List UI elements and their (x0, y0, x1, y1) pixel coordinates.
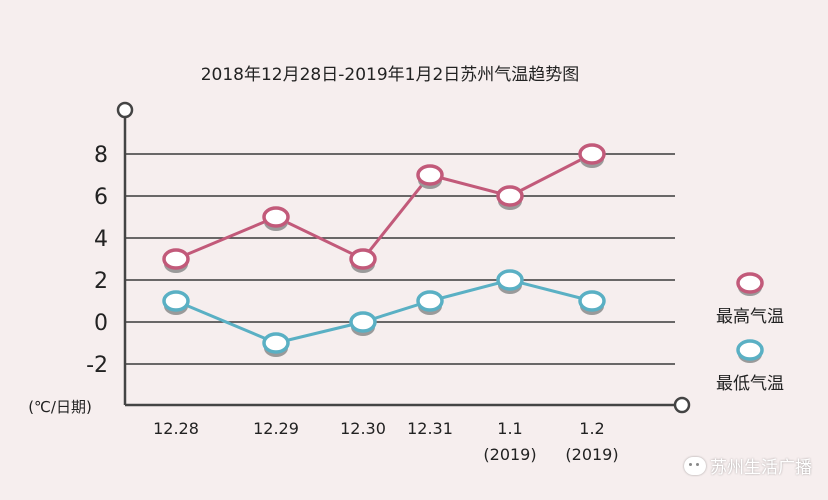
data-point (162, 248, 190, 270)
data-point (578, 290, 606, 312)
wechat-icon (684, 456, 706, 475)
y-tick-label: 4 (94, 227, 108, 252)
x-tick-label: 12.31 (407, 419, 453, 438)
legend-label: 最高气温 (716, 307, 784, 327)
series-line (175, 278, 593, 345)
series-line (175, 152, 593, 261)
watermark: 苏州生活广播 (684, 453, 812, 478)
x-tick-label: 12.29 (253, 419, 299, 438)
x-tick-sublabel: (2019) (565, 445, 618, 464)
x-axis-end-marker (673, 396, 691, 414)
y-tick-label: -2 (86, 353, 108, 378)
legend-marker (736, 339, 764, 361)
y-axis-end-marker (116, 101, 134, 119)
series-high (162, 143, 606, 273)
data-point (262, 206, 290, 228)
series (162, 143, 606, 357)
y-axis-label: (℃/日期) (28, 398, 92, 416)
y-tick-label: 2 (94, 269, 108, 294)
y-tick-label: 8 (94, 143, 108, 168)
chart-title: 2018年12月28日-2019年1月2日苏州气温趋势图 (201, 65, 580, 85)
x-tick-labels: 12.28 12.29 12.30 12.31 1.1 (2019) 1.2 (2019) (153, 419, 619, 464)
x-tick-label: 1.2 (579, 419, 604, 438)
x-tick-label: 12.28 (153, 419, 199, 438)
data-point (416, 164, 444, 186)
data-point (349, 311, 377, 333)
legend-label: 最低气温 (716, 374, 784, 394)
axes (116, 101, 691, 414)
data-point (162, 290, 190, 312)
data-point (262, 332, 290, 354)
legend-marker (736, 272, 764, 294)
data-point (496, 185, 524, 207)
data-point (416, 290, 444, 312)
watermark-text: 苏州生活广播 (710, 458, 812, 478)
x-tick-label: 1.1 (497, 419, 522, 438)
y-tick-label: 6 (94, 185, 108, 210)
data-point (349, 248, 377, 270)
data-point (578, 143, 606, 165)
y-tick-labels: 8 6 4 2 0 -2 (86, 143, 108, 378)
x-tick-sublabel: (2019) (483, 445, 536, 464)
data-point (496, 269, 524, 291)
x-tick-label: 12.30 (340, 419, 386, 438)
y-tick-label: 0 (94, 311, 108, 336)
grid-lines (125, 153, 675, 365)
series-low (162, 269, 606, 357)
